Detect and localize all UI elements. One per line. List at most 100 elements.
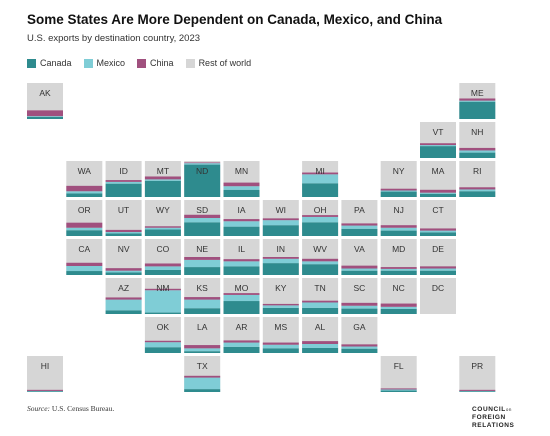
china-bar	[380, 267, 417, 269]
state-label: AL	[315, 322, 326, 332]
mexico-bar	[262, 305, 299, 308]
state-label: OK	[157, 322, 170, 332]
mexico-bar	[302, 302, 339, 308]
state-tile-nm: NM	[144, 278, 181, 314]
china-bar	[105, 180, 142, 182]
state-label: ME	[471, 88, 484, 98]
state-label: VA	[354, 244, 365, 254]
china-bar	[144, 288, 181, 291]
china-bar	[459, 389, 496, 391]
canada-bar	[223, 226, 260, 236]
state-label: MI	[315, 166, 324, 176]
mexico-bar	[341, 225, 378, 229]
mexico-bar	[223, 261, 260, 267]
state-label: NC	[393, 283, 405, 293]
state-tile-ar: AR	[223, 317, 260, 353]
state-label: RI	[473, 166, 482, 176]
china-bar	[66, 262, 103, 266]
mexico-bar	[223, 342, 260, 347]
state-tile-il: IL	[223, 239, 260, 275]
mexico-bar	[223, 294, 260, 302]
canada-bar	[223, 189, 260, 197]
china-bar	[27, 110, 63, 117]
china-bar	[184, 214, 221, 218]
state-tile-nh: NH	[459, 122, 496, 158]
canada-bar	[302, 307, 339, 314]
canada-bar	[184, 389, 221, 392]
mexico-bar	[262, 220, 299, 226]
state-label: NY	[393, 166, 405, 176]
canada-bar	[380, 191, 417, 197]
china-bar	[420, 266, 456, 269]
state-tile-wi: WI	[262, 200, 299, 236]
china-bar	[341, 265, 378, 269]
legend: Canada Mexico China Rest of world	[27, 58, 251, 68]
china-bar	[380, 225, 417, 228]
state-label: NM	[156, 283, 169, 293]
mexico-bar	[184, 299, 221, 309]
mexico-bar	[105, 181, 142, 184]
mexico-bar	[66, 266, 103, 272]
canada-bar	[380, 230, 417, 236]
mexico-bar	[380, 190, 417, 192]
state-tile-md: MD	[380, 239, 417, 275]
source-text: U.S. Census Bureau.	[51, 404, 115, 413]
mexico-bar	[223, 186, 260, 190]
canada-bar	[302, 183, 339, 197]
canada-bar	[144, 269, 181, 275]
state-tile-ga: GA	[341, 317, 378, 353]
state-tile-oh: OH	[302, 200, 339, 236]
canada-bar	[341, 270, 378, 275]
cfr-logo: COUNCILon FOREIGN RELATIONS	[472, 406, 514, 430]
china-bar	[144, 226, 181, 228]
china-bar	[302, 300, 339, 303]
state-label: MO	[235, 283, 249, 293]
state-tile-wv: WV	[302, 239, 339, 275]
state-tile-ca: CA	[66, 239, 103, 275]
legend-swatch-rest-of-world	[185, 58, 195, 68]
mexico-bar	[341, 268, 378, 271]
state-label: IL	[238, 244, 245, 254]
china-bar	[184, 375, 221, 378]
state-label: WI	[276, 205, 286, 215]
canada-bar	[380, 270, 417, 275]
china-bar	[144, 176, 181, 180]
state-label: FL	[394, 361, 404, 371]
legend-item-canada: Canada	[27, 58, 72, 68]
mexico-bar	[66, 227, 103, 231]
state-tile-ny: NY	[380, 161, 417, 197]
state-tile-ok: OK	[144, 317, 181, 353]
legend-item-china: China	[137, 58, 174, 68]
state-label: SC	[353, 283, 365, 293]
china-bar	[184, 257, 221, 260]
canada-bar	[184, 308, 221, 314]
state-tile-tx: TX	[184, 356, 221, 392]
canada-bar	[184, 222, 221, 236]
china-bar	[66, 222, 103, 228]
china-bar	[302, 258, 339, 262]
state-tile-mt: MT	[144, 161, 181, 197]
canada-bar	[262, 348, 299, 353]
canada-bar	[420, 270, 456, 275]
mexico-bar	[420, 268, 456, 271]
state-label: PA	[354, 205, 365, 215]
state-tile-me: ME	[459, 83, 496, 119]
mexico-bar	[380, 306, 417, 309]
china-bar	[262, 257, 299, 259]
state-tile-tn: TN	[302, 278, 339, 314]
china-bar	[223, 340, 260, 343]
mexico-bar	[262, 258, 299, 264]
mexico-bar	[302, 344, 339, 348]
canada-bar	[144, 229, 181, 236]
mexico-bar	[420, 192, 456, 194]
china-bar	[184, 345, 221, 349]
canada-bar	[66, 271, 103, 275]
mexico-bar	[262, 344, 299, 349]
mexico-bar	[184, 348, 221, 352]
state-tile-or: OR	[66, 200, 103, 236]
state-label: UT	[118, 205, 129, 215]
canada-bar	[144, 312, 181, 314]
china-bar	[459, 147, 496, 151]
canada-bar	[144, 347, 181, 353]
